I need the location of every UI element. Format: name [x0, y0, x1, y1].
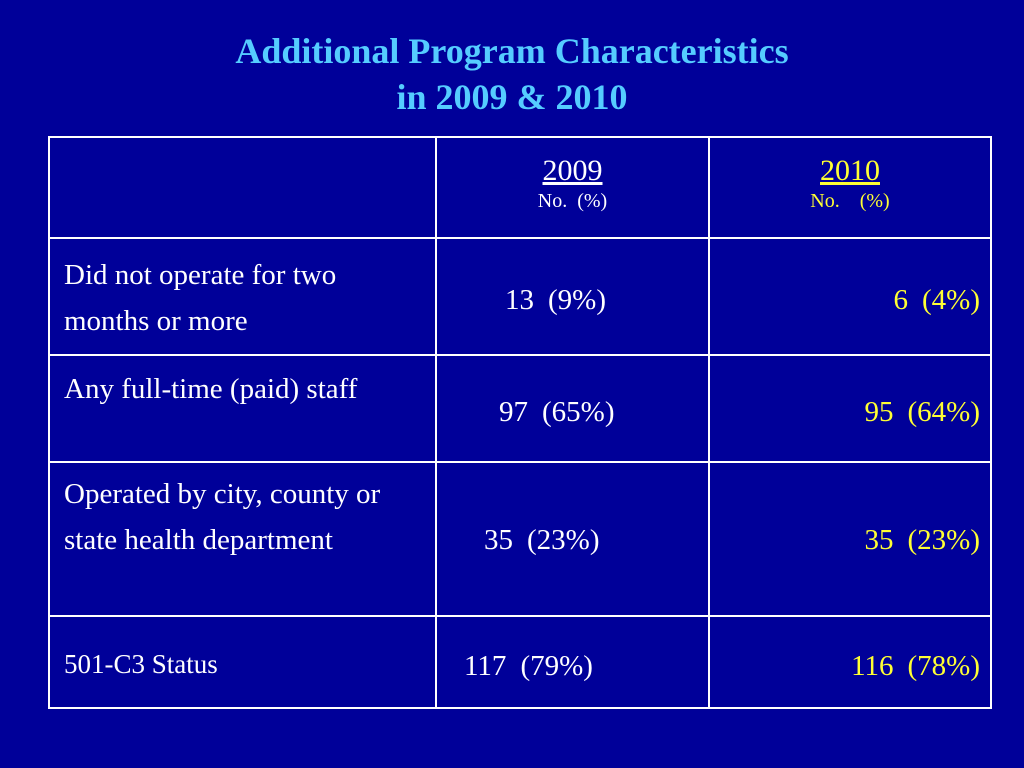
row-1-2009-pct: (9%)	[548, 284, 606, 316]
row-4-2009: 117 (79%)	[464, 648, 593, 684]
row-1-2010: 6 (4%)	[894, 282, 980, 318]
header-2009-year: 2009	[542, 154, 603, 187]
header-2009-sub: No. (%)	[537, 190, 608, 212]
row-4-2010-no: 116	[851, 650, 894, 682]
column-divider-1	[435, 138, 437, 707]
row-4-2010: 116 (78%)	[851, 648, 980, 684]
row-3-2009-no: 35	[484, 524, 513, 556]
row-label-3: Operated by city, county or state health…	[64, 478, 381, 556]
row-1-2009-no: 13	[505, 284, 534, 316]
header-2009: 2009 No. (%)	[437, 154, 708, 214]
row-divider-4	[50, 615, 990, 617]
row-3-2010: 35 (23%)	[865, 522, 980, 558]
row-2-2010: 95 (64%)	[865, 394, 980, 430]
row-divider-2	[50, 354, 990, 356]
row-2-2009-no: 97	[499, 396, 528, 428]
row-2-2009-pct: (65%)	[542, 396, 615, 428]
row-3-2010-no: 35	[864, 524, 894, 556]
row-divider-1	[50, 237, 990, 239]
row-1-2009: 13 (9%)	[505, 282, 606, 318]
row-2-2010-pct: (64%)	[907, 396, 980, 428]
title-line-2: in 2009 & 2010	[396, 77, 628, 117]
row-1-2010-no: 6	[893, 284, 909, 316]
row-divider-3	[50, 461, 990, 463]
row-3-2010-pct: (23%)	[907, 524, 980, 556]
row-1-2010-pct: (4%)	[922, 284, 980, 316]
column-divider-2	[708, 138, 710, 707]
row-2-2009: 97 (65%)	[499, 394, 614, 430]
row-3-2009-pct: (23%)	[527, 524, 600, 556]
header-2010-sub: No. (%)	[810, 190, 890, 212]
row-2-2010-no: 95	[864, 396, 894, 428]
data-table: 2009 No. (%) 2010 No. (%) Did not operat…	[48, 136, 992, 709]
title-line-1: Additional Program Characteristics	[235, 31, 789, 71]
row-label-2: Any full-time (paid) staff	[64, 373, 358, 405]
row-label-1: Did not operate for two months or more	[64, 259, 337, 337]
header-2010-year: 2010	[820, 154, 880, 187]
row-4-2009-no: 117	[464, 650, 507, 682]
row-3-2009: 35 (23%)	[484, 522, 599, 558]
header-2010: 2010 No. (%)	[710, 154, 990, 214]
row-label-4: 501-C3 Status	[64, 649, 218, 679]
row-4-2010-pct: (78%)	[907, 650, 980, 682]
page-title: Additional Program Characteristics in 20…	[0, 28, 1024, 120]
row-4-2009-pct: (79%)	[520, 650, 593, 682]
